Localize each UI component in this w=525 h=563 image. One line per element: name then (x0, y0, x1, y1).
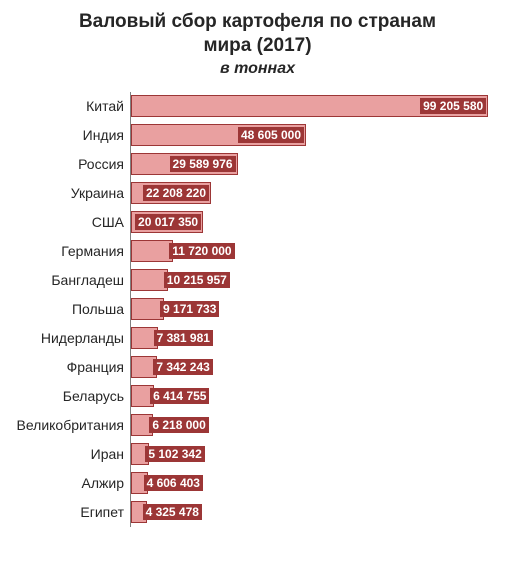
y-axis-label: Польша (72, 295, 124, 324)
bar-value-label: 11 720 000 (169, 243, 234, 259)
bar-row: 22 208 220 (131, 179, 507, 208)
chart-title-line1: Валовый сбор картофеля по странам (79, 11, 436, 32)
chart-title-line2: мира (2017) (203, 35, 311, 56)
y-axis-label: Германия (61, 237, 124, 266)
bar-row: 7 381 981 (131, 324, 507, 353)
y-axis-label: Франция (67, 353, 124, 382)
bar-value-label: 5 102 342 (145, 446, 204, 462)
bar-row: 9 171 733 (131, 295, 507, 324)
bar-row: 29 589 976 (131, 150, 507, 179)
chart-container: Валовый сбор картофеля по странам мира (… (0, 0, 525, 563)
bar (131, 240, 173, 262)
bar-row: 4 606 403 (131, 469, 507, 498)
y-axis-label: США (92, 208, 124, 237)
bar-row: 99 205 580 (131, 92, 507, 121)
bar-row: 10 215 957 (131, 266, 507, 295)
y-axis-label: Индия (83, 121, 124, 150)
bar-value-label: 7 342 243 (153, 359, 212, 375)
y-axis-label: Нидерланды (41, 324, 124, 353)
bar-value-label: 10 215 957 (164, 272, 230, 288)
bar-value-label: 4 606 403 (144, 475, 203, 491)
bar-row: 6 414 755 (131, 382, 507, 411)
bar-value-label: 6 414 755 (150, 388, 209, 404)
bar-value-label: 29 589 976 (170, 156, 236, 172)
bar-row: 7 342 243 (131, 353, 507, 382)
bar-row: 11 720 000 (131, 237, 507, 266)
y-axis-label: Китай (86, 92, 124, 121)
chart-title: Валовый сбор картофеля по странам мира (… (8, 10, 507, 58)
y-axis-label: Беларусь (63, 382, 124, 411)
bar-value-label: 48 605 000 (238, 127, 304, 143)
bar-value-label: 6 218 000 (149, 417, 208, 433)
chart-subtitle: в тоннах (8, 60, 507, 78)
y-axis-label: Украина (71, 179, 124, 208)
bar-value-label: 99 205 580 (420, 98, 486, 114)
y-axis-label: Алжир (82, 469, 124, 498)
y-axis-label: Бангладеш (51, 266, 124, 295)
bar-value-label: 7 381 981 (154, 330, 213, 346)
bar-row: 4 325 478 (131, 498, 507, 527)
bar-value-label: 4 325 478 (143, 504, 202, 520)
plot-area: КитайИндияРоссияУкраинаСШАГерманияБангла… (8, 92, 507, 527)
bar-value-label: 20 017 350 (135, 214, 201, 230)
y-axis-label: Иран (91, 440, 124, 469)
bar-row: 6 218 000 (131, 411, 507, 440)
bar-row: 5 102 342 (131, 440, 507, 469)
bars-inner: 99 205 580 48 605 00029 589 976 22 208 220… (131, 92, 507, 527)
y-axis-label: Россия (78, 150, 124, 179)
bar-value-label: 9 171 733 (160, 301, 219, 317)
y-axis-label: Великобритания (16, 411, 124, 440)
y-axis-labels: КитайИндияРоссияУкраинаСШАГерманияБангла… (8, 92, 130, 527)
y-axis-label: Египет (80, 498, 124, 527)
bar-row: 48 605 000 (131, 121, 507, 150)
bar (131, 269, 168, 291)
bar-row: 20 017 350 (131, 208, 507, 237)
bars-column: 99 205 580 48 605 00029 589 976 22 208 220… (130, 92, 507, 527)
bar-value-label: 22 208 220 (143, 185, 209, 201)
